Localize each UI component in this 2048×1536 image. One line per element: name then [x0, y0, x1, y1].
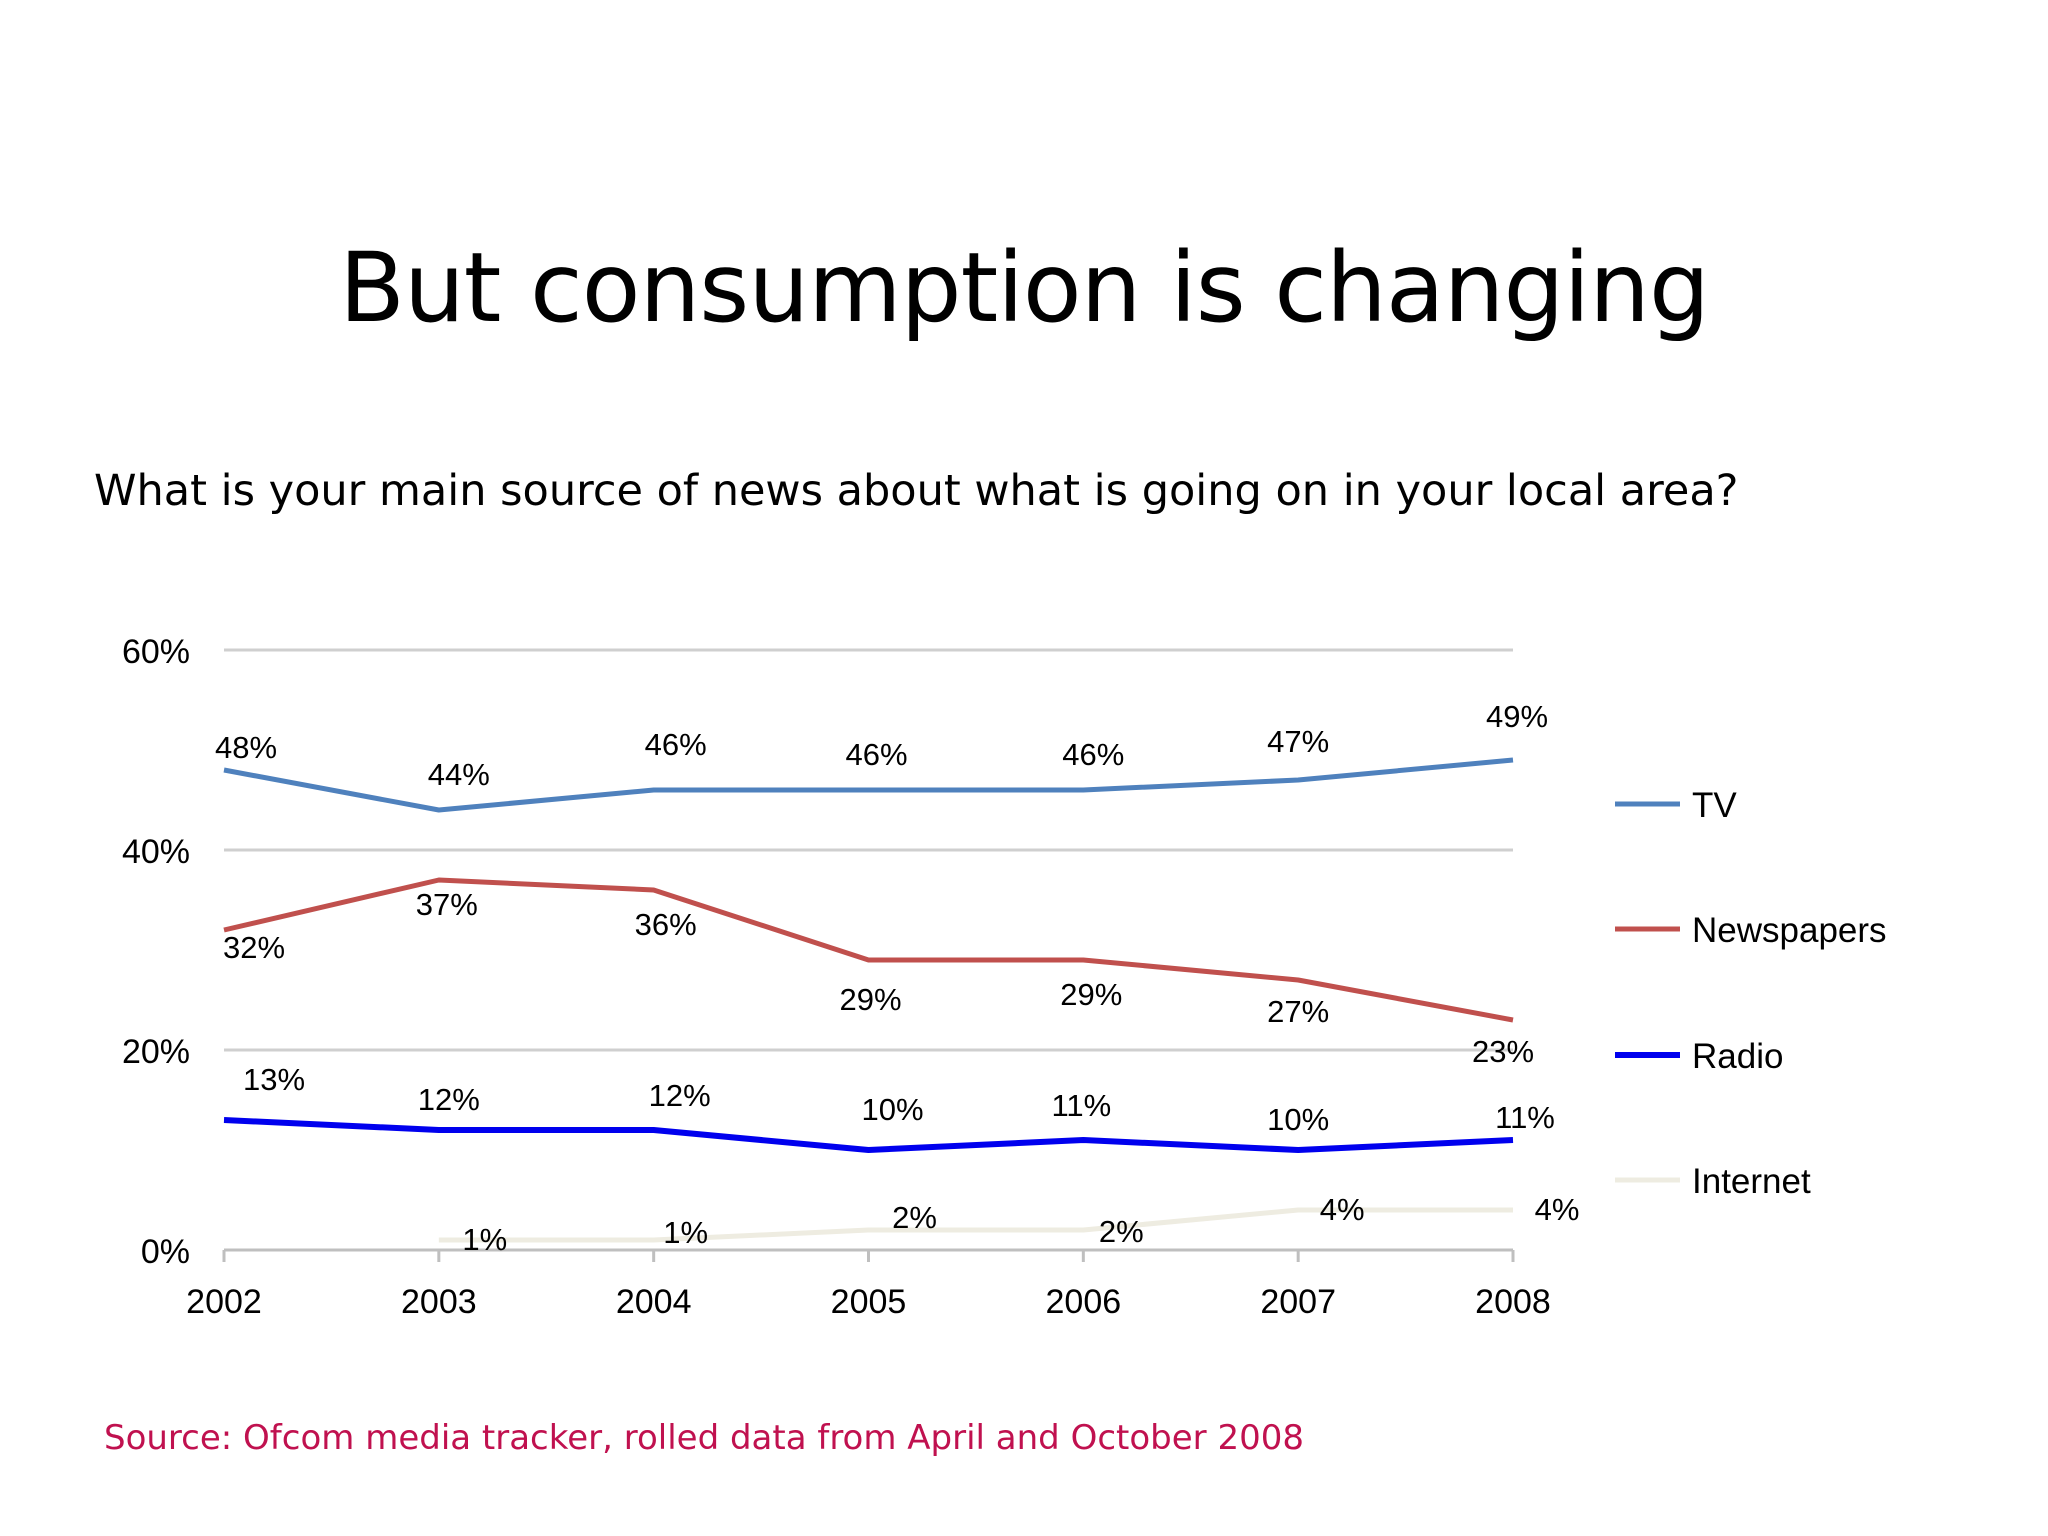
data-label-internet: 1%: [663, 1215, 708, 1250]
data-label-tv: 46%: [845, 737, 907, 772]
data-label-internet: 4%: [1535, 1192, 1580, 1227]
y-tick-label: 40%: [122, 833, 190, 871]
data-label-newspapers: 23%: [1472, 1034, 1534, 1069]
data-label-radio: 12%: [649, 1078, 711, 1113]
data-label-radio: 10%: [861, 1092, 923, 1127]
legend-label-radio: Radio: [1692, 1037, 1783, 1076]
data-label-internet: 4%: [1320, 1192, 1365, 1227]
data-label-radio: 11%: [1495, 1100, 1555, 1135]
x-tick-label: 2008: [1475, 1283, 1551, 1321]
y-tick-label: 60%: [122, 633, 190, 671]
legend-label-tv: TV: [1692, 786, 1737, 825]
data-label-newspapers: 27%: [1267, 994, 1329, 1029]
series-line-internet: [438, 1207, 1513, 1243]
data-label-tv: 49%: [1486, 699, 1548, 734]
y-tick-label: 0%: [141, 1233, 190, 1271]
data-label-tv: 46%: [645, 727, 707, 762]
data-label-newspapers: 29%: [839, 982, 901, 1017]
x-tick-label: 2005: [831, 1283, 907, 1321]
series-line-tv: [223, 757, 1514, 813]
slide-subtitle: What is your main source of news about w…: [94, 466, 1739, 516]
data-label-internet: 2%: [1099, 1214, 1144, 1249]
source-note: Source: Ofcom media tracker, rolled data…: [104, 1418, 1304, 1458]
x-tick-label: 2006: [1046, 1283, 1122, 1321]
data-label-newspapers: 36%: [635, 907, 697, 942]
data-label-radio: 10%: [1267, 1102, 1329, 1137]
x-tick-label: 2004: [616, 1283, 692, 1321]
data-label-radio: 11%: [1051, 1088, 1111, 1123]
series-line-radio: [223, 1117, 1514, 1153]
data-label-newspapers: 29%: [1060, 977, 1122, 1012]
y-tick-label: 20%: [122, 1033, 190, 1071]
data-label-internet: 1%: [462, 1222, 507, 1257]
data-label-tv: 44%: [428, 757, 490, 792]
data-label-radio: 12%: [418, 1082, 480, 1117]
series-line-newspapers: [223, 877, 1514, 1023]
data-label-tv: 48%: [215, 730, 277, 765]
slide-title: But consumption is changing: [339, 232, 1710, 344]
data-label-newspapers: 32%: [223, 930, 285, 965]
data-label-tv: 47%: [1267, 724, 1329, 759]
x-tick-label: 2007: [1260, 1283, 1336, 1321]
x-tick-label: 2002: [186, 1283, 262, 1321]
legend-label-newspapers: Newspapers: [1692, 911, 1887, 950]
x-tick-label: 2003: [401, 1283, 477, 1321]
data-label-tv: 46%: [1062, 737, 1124, 772]
data-label-radio: 13%: [243, 1062, 305, 1097]
data-label-internet: 2%: [892, 1200, 937, 1235]
data-label-newspapers: 37%: [416, 887, 478, 922]
legend-label-internet: Internet: [1692, 1162, 1811, 1201]
